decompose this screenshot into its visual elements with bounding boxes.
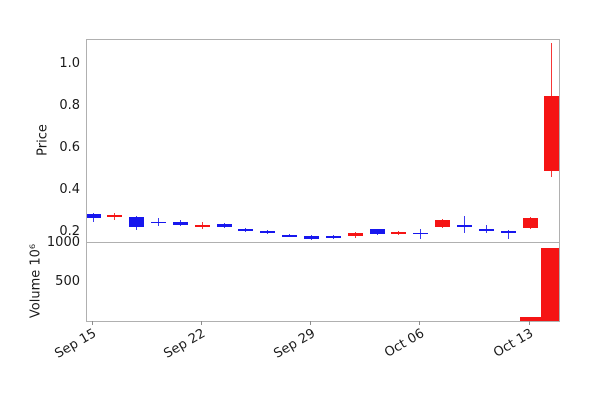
volume-tick-label: 1000	[46, 234, 80, 250]
candle-body	[456, 224, 472, 227]
price-tick-label: 0.8	[59, 97, 80, 113]
candle-body	[435, 220, 451, 228]
candle-body	[238, 228, 254, 232]
candle-body	[478, 228, 494, 231]
x-tick-label: Sep 22	[161, 326, 209, 362]
candle-wick	[463, 215, 465, 234]
candle-body	[413, 232, 429, 235]
x-tick-label: Sep 29	[270, 326, 318, 362]
price-tick-label: 0.6	[59, 139, 80, 155]
candle-body	[544, 95, 559, 172]
candle-body	[151, 221, 167, 224]
candle-body	[129, 217, 145, 227]
x-tick-mark	[91, 321, 93, 325]
price-tick-label: 0.2	[59, 223, 80, 239]
price-tick-label: 1.0	[59, 55, 80, 71]
x-tick-mark	[310, 321, 311, 325]
x-tick-label: Oct 06	[381, 326, 427, 361]
candle-body	[369, 229, 385, 234]
candle-body	[500, 230, 516, 234]
candle-body	[216, 223, 232, 228]
candle-body	[522, 218, 538, 229]
volume-panel	[86, 242, 560, 322]
price-panel	[86, 39, 560, 243]
x-tick-mark	[419, 321, 421, 325]
candle-body	[260, 230, 276, 234]
candle-body	[325, 236, 341, 238]
candle-wick	[507, 230, 509, 239]
x-tick-label: Sep 15	[52, 326, 99, 362]
candle-body	[304, 235, 319, 240]
candle-body	[107, 215, 123, 218]
x-tick-label: Oct 13	[491, 326, 536, 361]
x-tick-mark	[528, 321, 530, 325]
candle-body	[194, 225, 210, 227]
candle-body	[347, 233, 363, 237]
candle-body	[172, 221, 188, 225]
volume-bar	[541, 247, 559, 321]
volume-tick-label: 500	[55, 273, 80, 289]
x-tick-mark	[200, 321, 202, 325]
candle-body	[87, 213, 101, 218]
price-tick-label: 0.4	[59, 181, 80, 197]
volume-bar	[519, 316, 541, 321]
candle-body	[282, 235, 298, 237]
candle-body	[391, 231, 407, 235]
